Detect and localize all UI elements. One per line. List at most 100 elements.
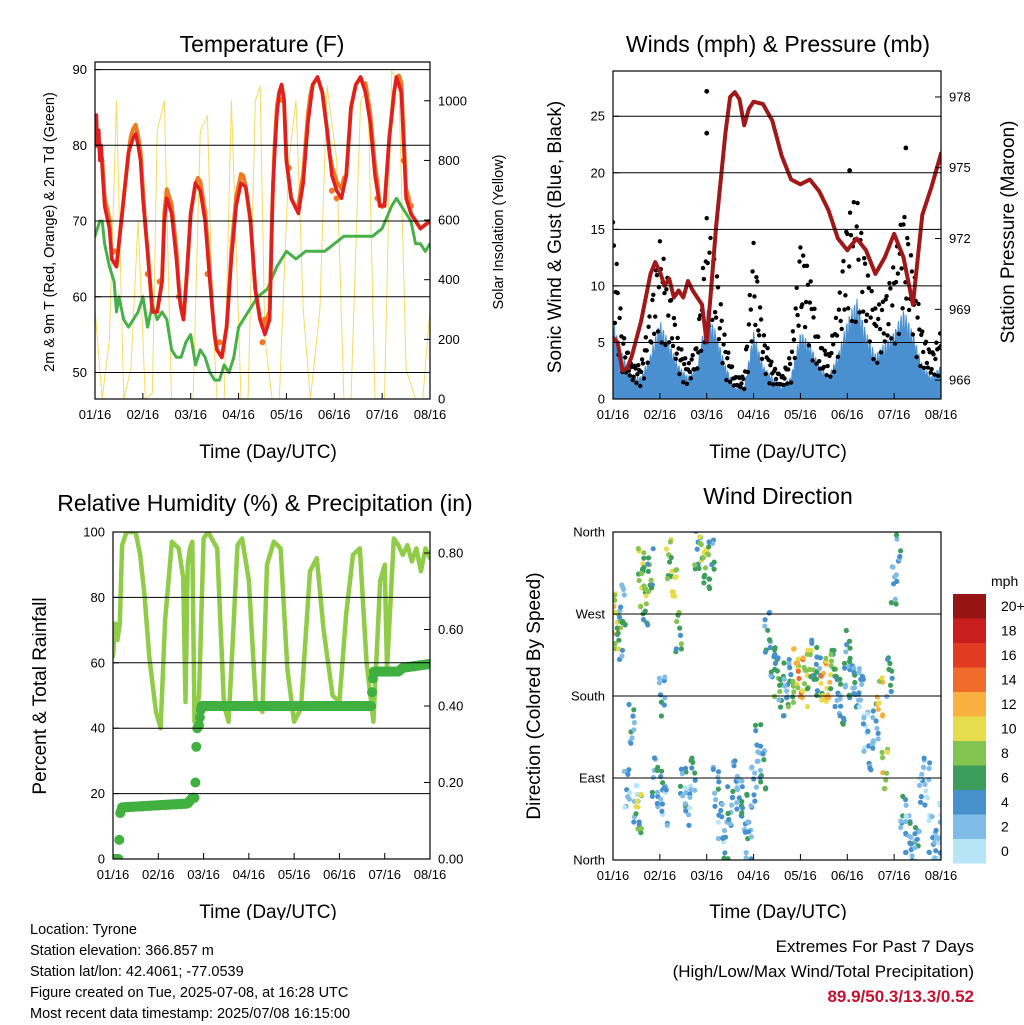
gust-point [673, 356, 678, 361]
temperature-xtick-label: 07/16 [366, 407, 399, 422]
direction-point [813, 676, 820, 682]
direction-point [840, 721, 846, 727]
winds-ytick-label: 0 [598, 392, 605, 407]
direction-point [889, 675, 895, 681]
direction-point [631, 819, 637, 825]
direction-point [887, 682, 894, 688]
direction-point [746, 829, 752, 835]
gust-point [937, 331, 941, 336]
gust-point [767, 381, 772, 386]
direction-point [891, 581, 897, 587]
gust-point [681, 380, 686, 385]
direction-point [696, 565, 702, 572]
direction-point [870, 738, 877, 744]
direction-point [751, 776, 757, 782]
gust-point [647, 314, 652, 319]
speed-legend-title: mph [991, 573, 1018, 589]
direction-point [795, 660, 801, 666]
direction-point [674, 618, 680, 625]
gust-point [664, 287, 669, 292]
humidity-xtick-label: 02/16 [142, 867, 175, 882]
gust-point [638, 383, 643, 389]
gust-point [652, 331, 657, 336]
direction-point [712, 790, 718, 796]
direction-point [721, 827, 728, 834]
temperature-xtick-label: 06/16 [318, 407, 351, 422]
direction-point [772, 660, 779, 667]
temperature-xlabel: Time (Day/UTC) [199, 442, 337, 463]
temperature-y2tick-label: 200 [438, 332, 460, 347]
direction-point [861, 748, 867, 754]
gust-point [644, 348, 649, 353]
total-rainfall-point [366, 701, 377, 711]
gust-point [847, 264, 852, 269]
direction-point [856, 690, 862, 696]
gust-point [843, 293, 848, 298]
direction-point [814, 688, 821, 694]
gust-point [909, 269, 915, 274]
direction-point [847, 645, 853, 651]
gust-point [918, 363, 923, 369]
winds-ytick-label: 20 [591, 165, 605, 180]
direction-point [678, 646, 685, 652]
direction-point [613, 603, 617, 609]
direction-point [852, 679, 858, 686]
direction-ytick-label: South [571, 689, 605, 704]
direction-point [828, 651, 834, 658]
gust-point [860, 289, 865, 295]
winds-ytick-label: 5 [598, 335, 605, 350]
temperature-ytick-label: 50 [73, 365, 87, 380]
direction-point [879, 749, 885, 756]
gust-point [923, 339, 929, 344]
direction-point [755, 758, 761, 764]
direction-point [758, 779, 764, 785]
direction-point [801, 681, 808, 687]
gust-point [662, 290, 667, 296]
direction-point [842, 665, 848, 671]
gust-point [928, 370, 933, 375]
gust-point [862, 261, 868, 266]
direction-point [649, 789, 656, 796]
station-latlon: Station lat/lon: 42.4061; -77.0539 [30, 964, 244, 980]
speed-legend-swatches: 20+ 18 16 14 12 10 8 6 4 2 0 [953, 594, 1024, 864]
direction-point [752, 722, 759, 728]
direction-point [795, 668, 801, 674]
gust-point [831, 342, 836, 347]
humidity-ytick-label: 60 [91, 655, 105, 670]
gust-point [630, 377, 635, 383]
gust-point [914, 354, 919, 360]
direction-point [748, 856, 754, 860]
direction-point [661, 702, 667, 708]
direction-point [879, 755, 886, 761]
direction-point [658, 713, 665, 719]
humidity-xtick-label: 04/16 [233, 867, 266, 882]
direction-point [683, 790, 689, 796]
gust-point [781, 382, 786, 388]
direction-xtick-label: 03/16 [690, 868, 723, 883]
direction-point [715, 769, 722, 775]
gust-point [886, 322, 891, 327]
direction-point [932, 855, 938, 860]
direction-point [767, 645, 773, 651]
winds-y2tick-label: 966 [949, 373, 971, 388]
direction-point [730, 788, 736, 795]
gust-point [840, 269, 845, 274]
direction-point [687, 794, 693, 800]
direction-point [823, 655, 829, 661]
gust-point [615, 290, 620, 296]
temperature-xtick-label: 05/16 [270, 407, 303, 422]
direction-point [757, 767, 764, 773]
gust-point [806, 343, 812, 348]
direction-point [748, 834, 754, 840]
direction-point [739, 784, 745, 790]
direction-point [659, 768, 665, 774]
temperature-panel: 50 60 70 80 90 0 200 400 600 800 1000 01/16 02/16 03/… [42, 31, 507, 463]
gust-point [724, 377, 729, 383]
gust-point [751, 240, 756, 246]
gust-point [741, 376, 746, 382]
temperature-xtick-label: 04/16 [222, 407, 255, 422]
direction-point [898, 548, 904, 554]
direction-point [762, 786, 769, 792]
dewpoint-2m-line [95, 196, 430, 382]
